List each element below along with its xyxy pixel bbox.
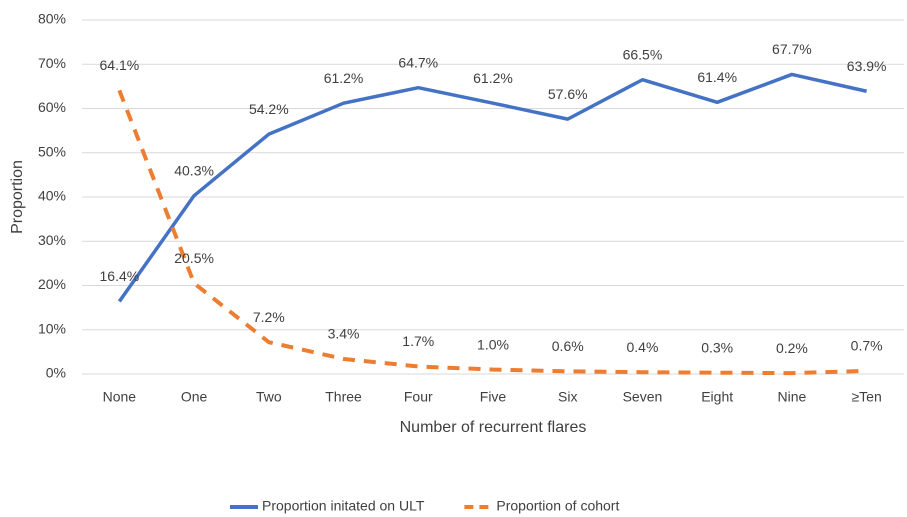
data-label: 54.2%: [249, 101, 289, 117]
x-tick-label: Eight: [701, 389, 733, 405]
x-tick-label: None: [103, 389, 137, 405]
data-label: 1.0%: [477, 336, 509, 352]
y-axis-title: Proportion: [9, 160, 26, 234]
data-label: 63.9%: [847, 58, 887, 74]
data-label: 0.2%: [776, 340, 808, 356]
legend-label: Proportion initated on ULT: [262, 498, 425, 514]
data-label: 64.7%: [398, 54, 438, 70]
x-tick-label: Seven: [623, 389, 663, 405]
data-label: 67.7%: [772, 41, 812, 57]
y-tick-label: 80%: [38, 11, 66, 27]
data-label: 61.2%: [324, 70, 364, 86]
data-label: 61.2%: [473, 70, 513, 86]
series-line: [117, 72, 868, 303]
x-tick-label: Six: [558, 389, 577, 405]
x-tick-label: ≥Ten: [852, 389, 882, 405]
data-label: 3.4%: [328, 326, 360, 342]
x-tick-label: Five: [480, 389, 507, 405]
x-tick-label: One: [181, 389, 208, 405]
data-label: 40.3%: [174, 162, 214, 178]
x-tick-label: Four: [404, 389, 433, 405]
data-label: 0.7%: [851, 338, 883, 354]
data-label: 20.5%: [174, 250, 214, 266]
y-tick-label: 10%: [38, 320, 66, 336]
data-label: 0.4%: [626, 339, 658, 355]
y-tick-label: 60%: [38, 99, 66, 115]
y-tick-label: 20%: [38, 276, 66, 292]
data-label: 0.6%: [552, 338, 584, 354]
y-tick-label: 0%: [46, 365, 66, 381]
data-label: 66.5%: [623, 46, 663, 62]
series-line: [117, 89, 867, 376]
data-label: 16.4%: [100, 268, 140, 284]
data-label: 64.1%: [100, 57, 140, 73]
data-label: 61.4%: [697, 69, 737, 85]
x-tick-label: Three: [325, 389, 362, 405]
x-tick-label: Two: [256, 389, 282, 405]
y-tick-label: 40%: [38, 188, 66, 204]
legend-label: Proportion of cohort: [496, 498, 619, 514]
y-tick-label: 50%: [38, 143, 66, 159]
data-label: 1.7%: [402, 333, 434, 349]
x-tick-label: Nine: [778, 389, 807, 405]
data-label: 57.6%: [548, 86, 588, 102]
y-tick-label: 30%: [38, 232, 66, 248]
y-tick-label: 70%: [38, 55, 66, 71]
x-axis-title: Number of recurrent flares: [400, 419, 587, 436]
data-label: 0.3%: [701, 339, 733, 355]
data-label: 7.2%: [253, 309, 285, 325]
